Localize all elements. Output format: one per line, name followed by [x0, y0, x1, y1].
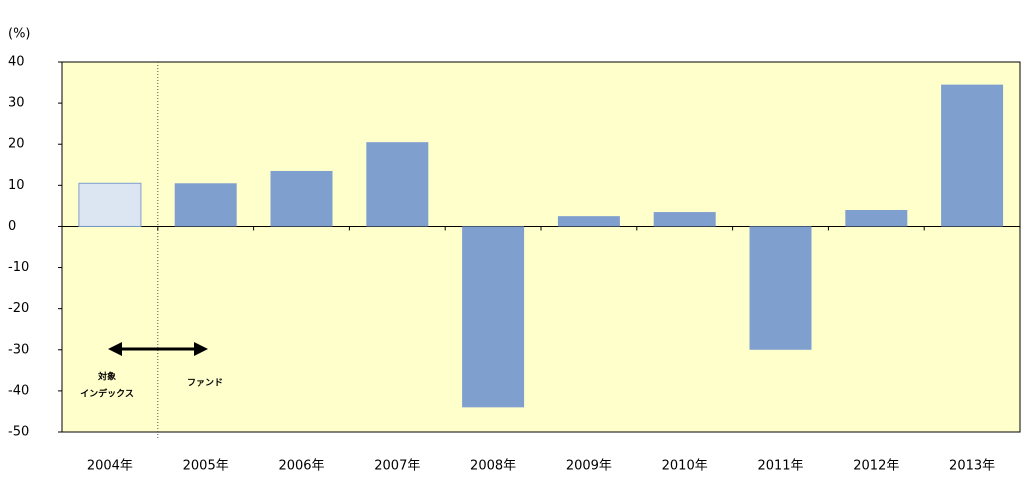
bar [462, 226, 525, 408]
x-tick-label: 2004年 [87, 459, 133, 474]
plot-area [61, 61, 1021, 433]
arrow-head [108, 342, 122, 356]
bar [78, 182, 142, 227]
x-tick-label: 2005年 [183, 459, 229, 474]
bar [749, 226, 812, 350]
y-axis-label: (%) [8, 27, 31, 42]
x-tick-label: 2007年 [374, 459, 420, 474]
y-tick-label: 40 [8, 55, 25, 70]
y-tick-label: -20 [8, 301, 29, 316]
x-tick-label: 2009年 [566, 459, 612, 474]
y-tick-label: -10 [8, 260, 29, 275]
annotation: 対象 [97, 371, 116, 383]
arrow-head [194, 342, 208, 356]
x-tick-label: 2010年 [662, 459, 708, 474]
y-tick-label: 10 [8, 178, 25, 193]
bar [941, 84, 1004, 227]
bar [557, 216, 620, 227]
annotation: ファンド [187, 378, 223, 389]
x-tick-label: 2012年 [853, 459, 899, 474]
y-tick-label: 30 [8, 96, 25, 111]
y-tick-label: 0 [8, 219, 16, 234]
bar [366, 142, 429, 227]
x-tick-label: 2006年 [278, 459, 324, 474]
y-tick-label: -30 [8, 342, 29, 357]
x-tick-label: 2013年 [949, 459, 995, 474]
y-tick-label: -50 [8, 425, 29, 440]
y-tick-label: -40 [8, 383, 29, 398]
x-tick-label: 2008年 [470, 459, 516, 474]
bar [653, 212, 716, 227]
x-tick-label: 2011年 [757, 459, 803, 474]
annotation: インデックス [80, 388, 134, 400]
y-tick-label: 20 [8, 137, 25, 152]
bar [174, 183, 237, 227]
bar [845, 210, 908, 227]
bar [270, 170, 333, 227]
